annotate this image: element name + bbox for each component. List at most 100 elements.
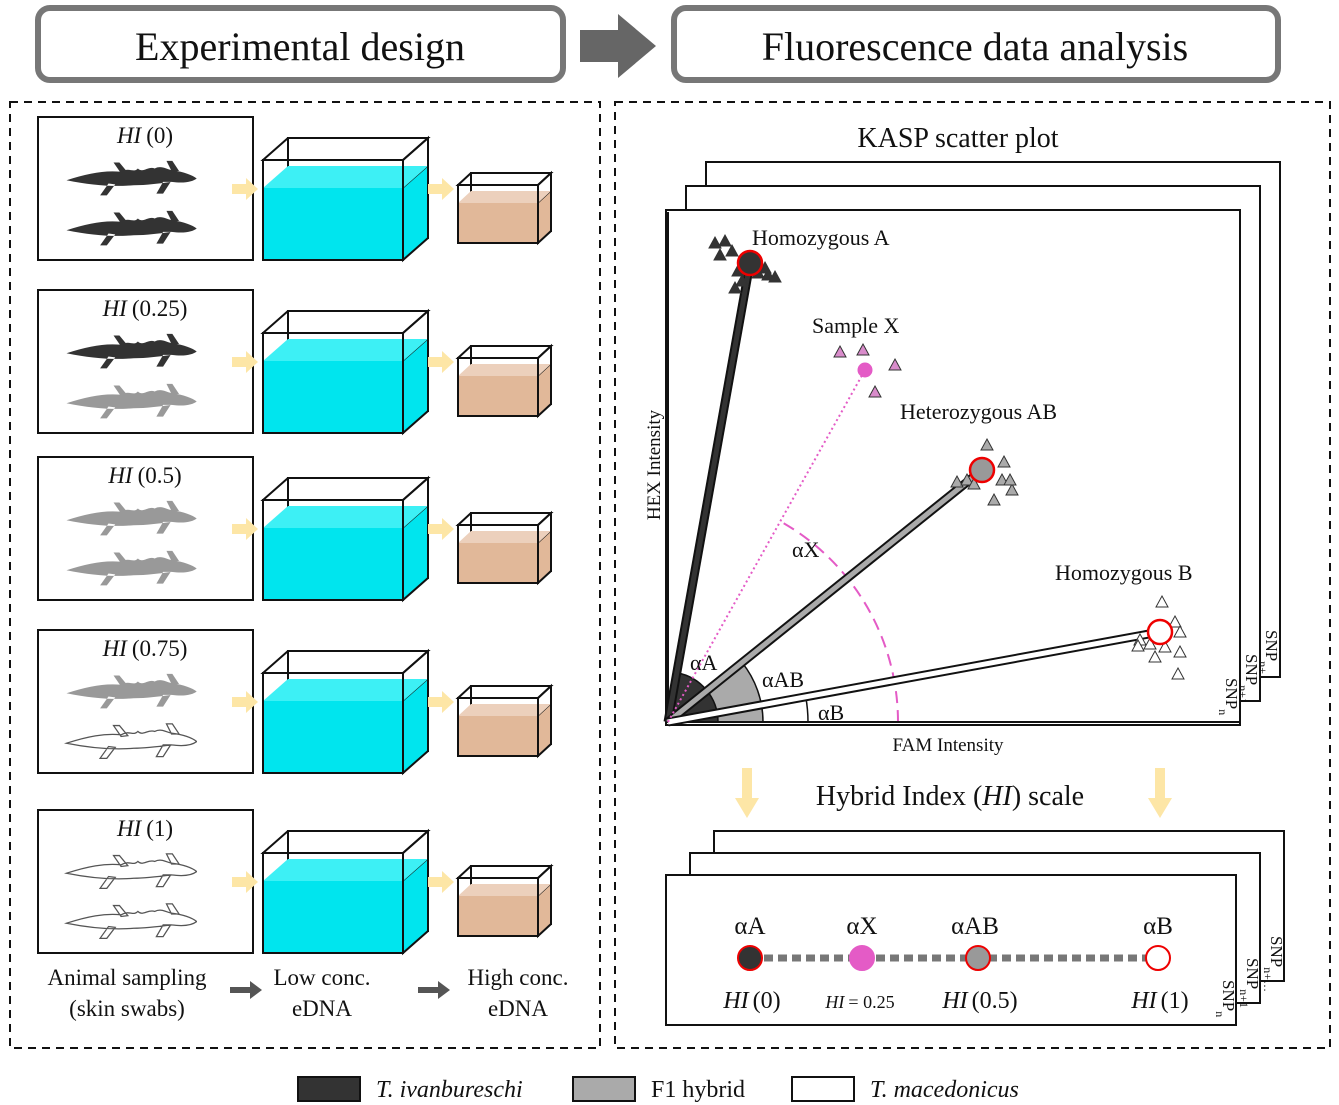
sample-hi-part: (1) [146,816,173,841]
step-arrow [230,981,262,999]
flow-arrow [428,518,454,540]
cluster-label-part: Homozygous A [752,225,890,250]
x-axis-label-part: FAM Intensity [892,735,1004,756]
cluster-label: Heterozygous AB [900,399,1057,424]
scale-angle-part: αB [1143,913,1173,940]
step-caption: High conc. [468,965,569,990]
cluster-label: Homozygous A [752,225,890,250]
sample-hi-part: HI [107,463,134,488]
snp-label-part: n+… [1261,967,1275,992]
liquid-front [263,881,403,953]
flow-arrow [428,691,454,713]
scale-hi-part: HI [1130,988,1157,1014]
snp-label-part: n [1213,1011,1227,1017]
flow-arrow [428,871,454,893]
angle-label: αB [818,700,844,725]
liquid-front [263,188,403,260]
header-title-part: Experimental design [135,24,465,69]
angle-label: αX [792,537,820,562]
cluster-centroid [738,251,762,275]
legend-label-part: T. macedonicus [870,1077,1019,1103]
snp-label-part: SNP [1242,654,1261,685]
legend-label-part: T. ivanbureschi [376,1077,523,1103]
sample-hi-part: (0.5) [138,463,182,488]
snp-label-part: SNP [1222,678,1241,709]
scale-angle: αX [846,913,877,940]
scale-hi-part: (1) [1161,988,1189,1014]
scale-angle-part: αA [734,913,765,940]
scale-angle: αAB [951,913,999,940]
down-arrow [1148,768,1172,818]
scale-point [850,946,874,970]
scale-angle: αB [1143,913,1173,940]
liquid-front [263,701,403,773]
flow-arrow [428,178,454,200]
liquid-front [458,716,538,756]
sample-hi: HI(0.25) [102,296,188,321]
step-caption-part: eDNA [488,996,548,1021]
y-axis-label-part: HEX Intensity [644,409,665,520]
angle-label: αA [690,650,718,675]
scale-hi: HI(0.5) [941,988,1017,1014]
step-caption: eDNA [488,996,548,1021]
step-caption-part: Animal sampling [47,965,207,990]
liquid-front [458,203,538,243]
scale-hi-part: (0.5) [972,988,1018,1014]
angle-label-part: αX [792,537,820,562]
cluster-label: Sample X [812,313,899,338]
liquid-front [458,896,538,936]
scale-hi: HI= 0.25 [824,992,894,1012]
step-caption: eDNA [292,996,352,1021]
liquid-front [263,361,403,433]
scale-point [1146,946,1170,970]
legend-label-part: F1 hybrid [651,1077,745,1103]
legend-swatch [573,1077,635,1101]
step-caption-part: (skin swabs) [69,996,185,1021]
sample-hi-part: (0.25) [132,296,188,321]
cluster-label: Homozygous B [1055,560,1193,585]
flow-arrow [428,351,454,373]
sample-hi: HI(0.5) [107,463,181,488]
scale-hi-part: (0) [753,988,781,1014]
sample-hi-part: (0.75) [132,636,188,661]
sample-hi-part: (0) [146,123,173,148]
legend-label: T. macedonicus [870,1077,1019,1103]
scale-angle: αA [734,913,765,940]
snp-label-part: SNP [1267,936,1286,967]
header-title: Fluorescence data analysis [762,24,1189,69]
liquid-front [458,376,538,416]
cluster-label-part: Sample X [812,313,899,338]
cluster-centroid [858,363,872,377]
cluster-centroid [1148,620,1172,644]
angle-label-part: αAB [762,667,804,692]
sample-hi-part: HI [116,816,143,841]
scale-hi-part: HI [824,992,845,1012]
header-arrow [580,14,656,78]
header-title: Experimental design [135,24,465,69]
angle-label-part: αA [690,650,718,675]
scale-angle-part: αX [846,913,877,940]
step-arrow [418,981,450,999]
sample-hi-part: HI [116,123,143,148]
scatter-title: KASP scatter plot [857,123,1058,154]
scale-angle-part: αAB [951,913,999,940]
legend-swatch [792,1077,854,1101]
header-title-part: Fluorescence data analysis [762,24,1189,69]
step-caption: (skin swabs) [69,996,185,1021]
step-caption: Animal sampling [47,965,207,990]
scale-hi-part: HI [941,988,968,1014]
sample-hi: HI(0.75) [102,636,188,661]
cluster-label-part: Homozygous B [1055,560,1193,585]
angle-label-part: αB [818,700,844,725]
cluster-centroid [970,458,994,482]
liquid-front [458,543,538,583]
angle-label: αAB [762,667,804,692]
hi-scale-title-part: Hybrid Index ( [816,781,982,812]
snp-label-part: SNP [1243,958,1262,989]
step-caption-part: High conc. [468,965,569,990]
hi-scale-title: Hybrid Index (HI) scale [816,781,1084,812]
scale-hi-part: = 0.25 [848,992,894,1012]
snp-label-part: SNP [1219,980,1238,1011]
x-axis-label: FAM Intensity [892,735,1004,756]
hi-scale-title-part: ) scale [1012,781,1084,812]
